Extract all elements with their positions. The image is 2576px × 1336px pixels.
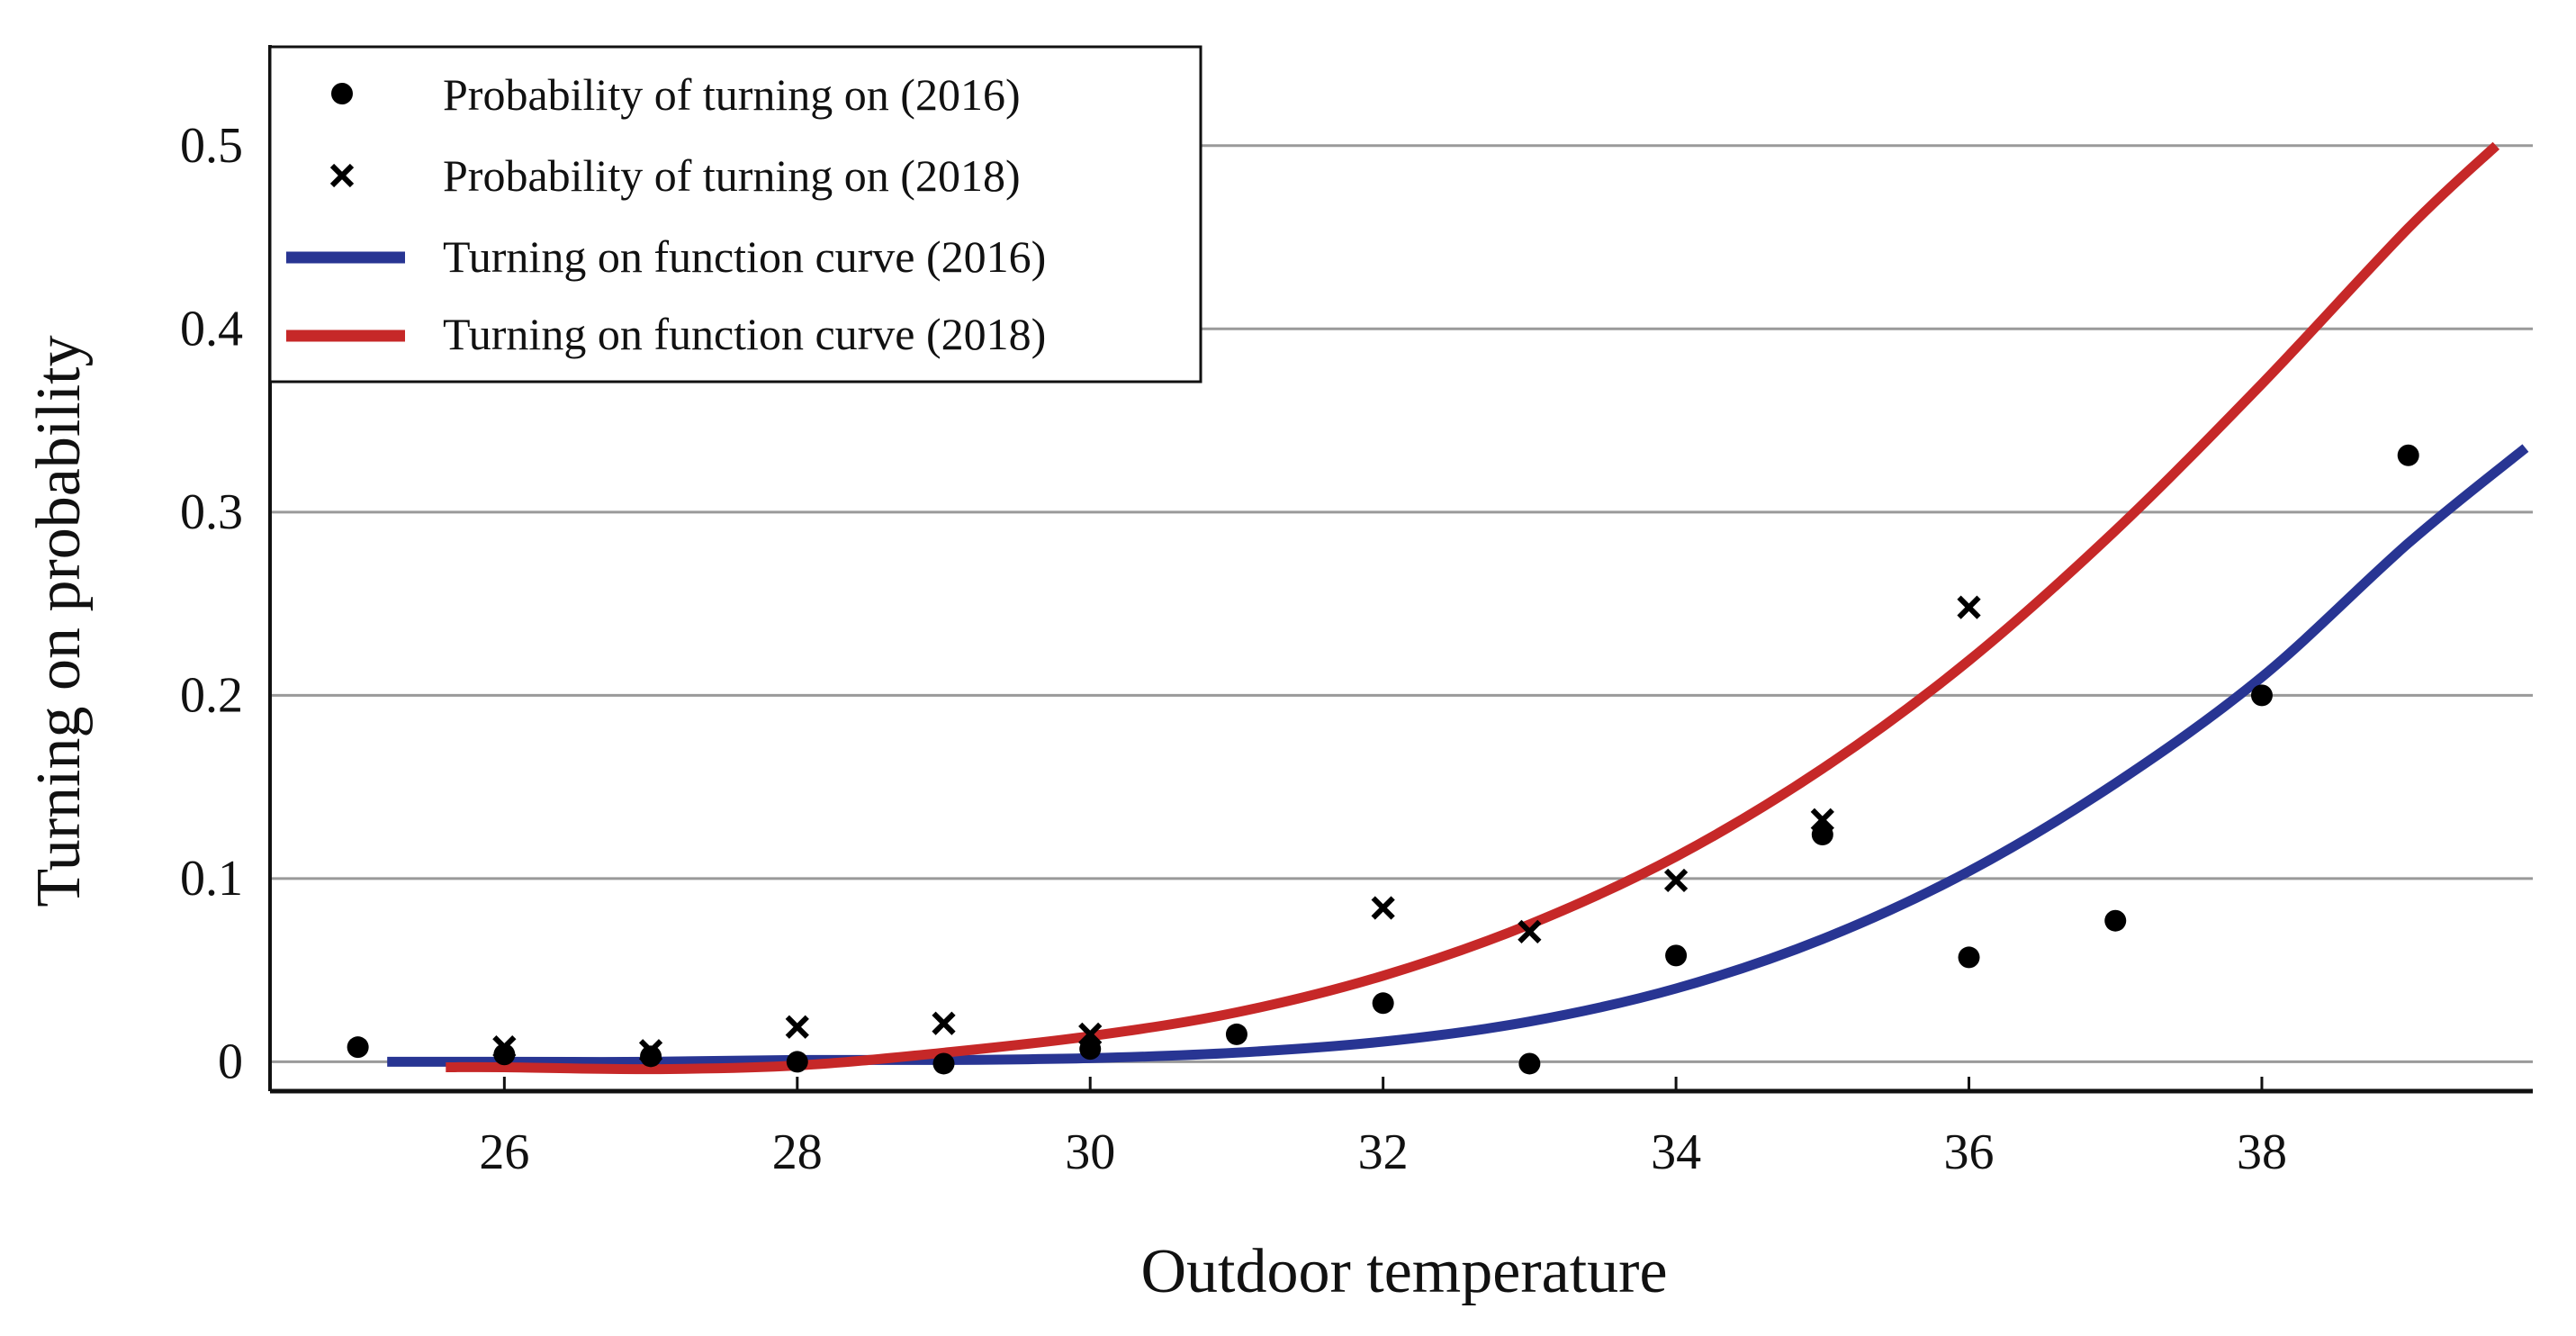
- data-point-2016: [1225, 1023, 1247, 1045]
- y-tick-label: 0.3: [180, 484, 243, 540]
- data-point-2018: [1810, 808, 1834, 832]
- legend-marker-circle: [331, 83, 353, 104]
- y-tick-label: 0.5: [180, 118, 243, 174]
- data-point-2016: [1372, 992, 1394, 1015]
- x-tick-label: 26: [479, 1124, 529, 1180]
- data-point-2016: [1079, 1038, 1102, 1061]
- data-point-2016: [932, 1052, 955, 1075]
- data-point-2016: [786, 1051, 808, 1073]
- scatter-series: [347, 444, 2419, 1075]
- data-point-2018: [492, 1035, 517, 1060]
- data-point-2018: [638, 1039, 663, 1063]
- x-tick-label: 38: [2237, 1124, 2287, 1180]
- data-point-2016: [2397, 444, 2419, 466]
- x-tick-label: 32: [1358, 1124, 1409, 1180]
- curve-line-2018: [446, 141, 2500, 1075]
- data-point-2016: [1665, 944, 1688, 967]
- legend-marker-x: [329, 163, 355, 188]
- data-point-2018: [1957, 595, 1981, 619]
- data-point-2018: [932, 1011, 956, 1035]
- data-point-2018: [1663, 868, 1689, 893]
- curve-series: [387, 141, 2529, 1075]
- y-tick-label: 0.2: [180, 667, 243, 723]
- legend-label-2016-curve: Turning on function curve (2016): [443, 231, 1046, 282]
- data-point-2016: [2104, 909, 2127, 932]
- x-axis-title: Outdoor temperature: [1140, 1237, 1667, 1306]
- data-point-2016: [1518, 1052, 1541, 1075]
- tick-labels: 0 0.1 0.2 0.3 0.4 0.5 26 28 30 32 34 36 38: [180, 118, 2287, 1180]
- data-point-2018: [1078, 1022, 1103, 1047]
- x-tick-label: 34: [1651, 1124, 1701, 1180]
- data-point-2018: [1371, 896, 1395, 920]
- y-tick-label: 0.1: [180, 851, 243, 907]
- legend: Probability of turning on (2016) Probabi…: [268, 45, 1202, 384]
- data-point-2016: [1811, 824, 1833, 846]
- data-point-2016: [640, 1045, 662, 1068]
- y-tick-label: 0: [218, 1034, 243, 1089]
- data-point-2018: [785, 1015, 809, 1039]
- data-point-2016: [2250, 684, 2273, 707]
- data-point-2016: [1958, 946, 1980, 969]
- x-tick-label: 36: [1944, 1124, 1995, 1180]
- data-point-2016: [347, 1036, 369, 1059]
- curve-line-2016: [387, 444, 2529, 1068]
- data-point-2018: [1518, 919, 1542, 944]
- y-tick-label: 0.4: [180, 301, 243, 357]
- y-axis-title: Turning on probability: [24, 335, 94, 907]
- legend-label-2018-curve: Turning on function curve (2018): [443, 309, 1046, 359]
- legend-label-2016-points: Probability of turning on (2016): [443, 69, 1021, 120]
- x-tick-label: 30: [1065, 1124, 1115, 1180]
- legend-label-2018-points: Probability of turning on (2018): [443, 150, 1021, 201]
- x-tick-label: 28: [772, 1124, 823, 1180]
- legend-box: [268, 45, 1202, 384]
